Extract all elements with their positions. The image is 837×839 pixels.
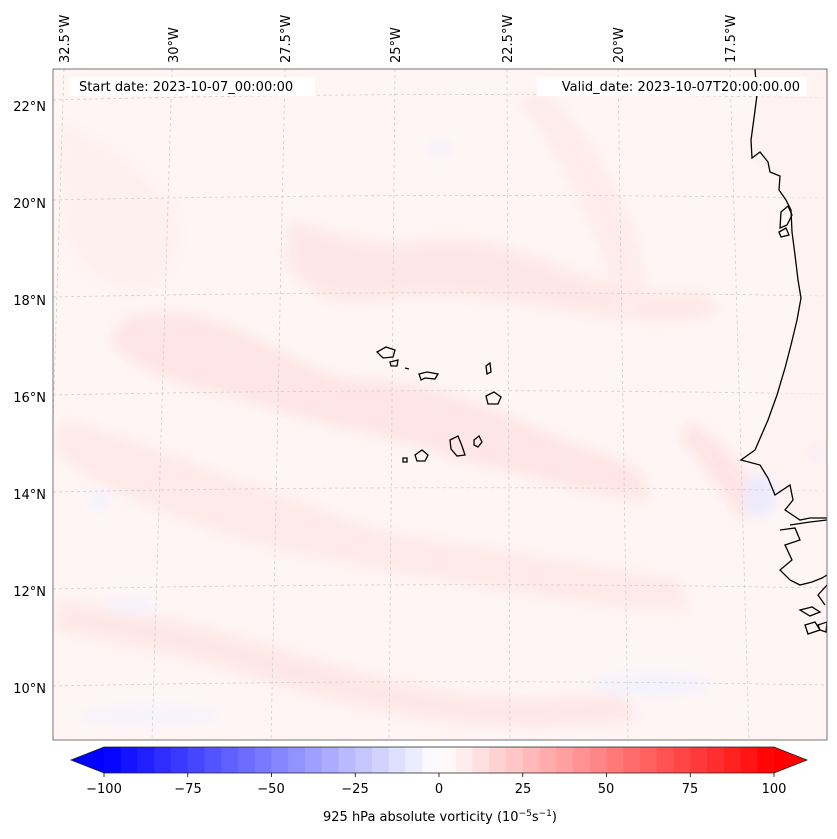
colorbar-step <box>372 747 390 773</box>
colorbar-step <box>522 747 540 773</box>
colorbar-step <box>506 747 524 773</box>
colorbar-step <box>154 747 172 773</box>
colorbar-tick-label: −25 <box>341 782 368 797</box>
lat-label-16n: 16°N <box>13 391 46 406</box>
colorbar-step <box>221 747 239 773</box>
colorbar-step <box>338 747 356 773</box>
island-santiago <box>449 435 466 457</box>
colorbar-step <box>640 747 658 773</box>
valid-date-label: Valid_date: 2023-10-07T20:00:00.00 <box>562 80 800 95</box>
colorbar-tick-label: 100 <box>762 782 787 797</box>
lon-label-25w: 25°W <box>389 27 404 63</box>
island-santo-antao <box>375 346 396 359</box>
colorbar-tick-label: −50 <box>257 782 284 797</box>
lat-label-18n: 18°N <box>13 294 46 309</box>
colorbar-step <box>690 747 708 773</box>
colorbar-step <box>204 747 222 773</box>
start-date-box <box>70 77 315 96</box>
colorbar-step <box>455 747 473 773</box>
colorbar-label: 925 hPa absolute vorticity (10−5s−1) <box>323 809 557 825</box>
lat-label-14n: 14°N <box>13 488 46 503</box>
colorbar-step <box>238 747 256 773</box>
colorbar-step <box>707 747 725 773</box>
colorbar-step <box>673 747 691 773</box>
start-date-label: Start date: 2023-10-07_00:00:00 <box>79 80 293 95</box>
colorbar-tick-labels: −100 −75 −50 −25 0 25 50 75 100 <box>86 782 786 797</box>
island-santa-luzia <box>404 367 410 370</box>
colorbar-step <box>757 747 775 773</box>
colorbar-step <box>539 747 557 773</box>
colorbar-step <box>288 747 306 773</box>
lon-label-20w: 20°W <box>612 27 627 63</box>
african-coast-land <box>741 69 827 520</box>
colorbar-step <box>623 747 641 773</box>
lat-label-10n: 10°N <box>13 682 46 697</box>
island-boa-vista <box>485 391 502 405</box>
colorbar-tick-label: 50 <box>598 782 615 797</box>
colorbar-min-extend <box>71 747 104 773</box>
lon-label-22-5w: 22.5°W <box>501 15 516 63</box>
island-brava <box>402 457 408 463</box>
lon-label-30w: 30°W <box>167 27 182 63</box>
colorbar-step <box>137 747 155 773</box>
colorbar-step <box>422 747 440 773</box>
vorticity-field <box>55 90 826 728</box>
colorbar-step <box>305 747 323 773</box>
lon-label-17-5w: 17.5°W <box>724 15 739 63</box>
colorbar-step <box>439 747 457 773</box>
lon-label-32-5w: 32.5°W <box>58 15 73 63</box>
colorbar-tick-label: 75 <box>682 782 699 797</box>
colorbar-step <box>589 747 607 773</box>
colorbar-step <box>405 747 423 773</box>
colorbar: −100 −75 −50 −25 0 25 50 75 100 925 hPa … <box>69 746 809 825</box>
colorbar-step <box>472 747 490 773</box>
colorbar-step <box>187 747 205 773</box>
colorbar-tick-label: 25 <box>515 782 532 797</box>
colorbar-step <box>656 747 674 773</box>
lat-label-20n: 20°N <box>13 197 46 212</box>
map-frame <box>52 68 828 741</box>
colorbar-step <box>388 747 406 773</box>
cabo-verde-islands <box>375 346 502 463</box>
colorbar-tick-label: −75 <box>174 782 201 797</box>
colorbar-step <box>355 747 373 773</box>
graticule-lines <box>53 69 827 740</box>
island-sao-nicolau <box>418 371 440 381</box>
island-maio <box>473 434 483 448</box>
colorbar-steps <box>104 747 775 773</box>
colorbar-step <box>723 747 741 773</box>
lat-label-22n: 22°N <box>13 100 46 115</box>
colorbar-tick-label: 0 <box>435 782 443 797</box>
colorbar-step <box>606 747 624 773</box>
colorbar-step <box>104 747 122 773</box>
colorbar-step <box>271 747 289 773</box>
latitude-labels: 22°N 20°N 18°N 16°N 14°N 12°N 10°N <box>13 100 46 697</box>
colorbar-tick-label: −100 <box>86 782 122 797</box>
colorbar-step <box>573 747 591 773</box>
coastline <box>739 69 827 635</box>
lon-label-27-5w: 27.5°W <box>279 15 294 63</box>
valid-date-box <box>537 77 807 96</box>
colorbar-step <box>740 747 758 773</box>
colorbar-ticks <box>103 773 775 777</box>
colorbar-step <box>171 747 189 773</box>
colorbar-step <box>489 747 507 773</box>
colorbar-step <box>254 747 272 773</box>
map-panel: Start date: 2023-10-07_00:00:00 Valid_da… <box>52 68 828 741</box>
lat-label-12n: 12°N <box>13 585 46 600</box>
colorbar-max-extend <box>774 747 807 773</box>
longitude-labels: 32.5°W 30°W 27.5°W 25°W 22.5°W 20°W 17.5… <box>58 15 739 63</box>
colorbar-step <box>556 747 574 773</box>
island-fogo <box>414 449 429 462</box>
colorbar-step <box>321 747 339 773</box>
island-sao-vicente <box>389 359 399 367</box>
island-sal <box>485 361 492 375</box>
colorbar-step <box>120 747 138 773</box>
